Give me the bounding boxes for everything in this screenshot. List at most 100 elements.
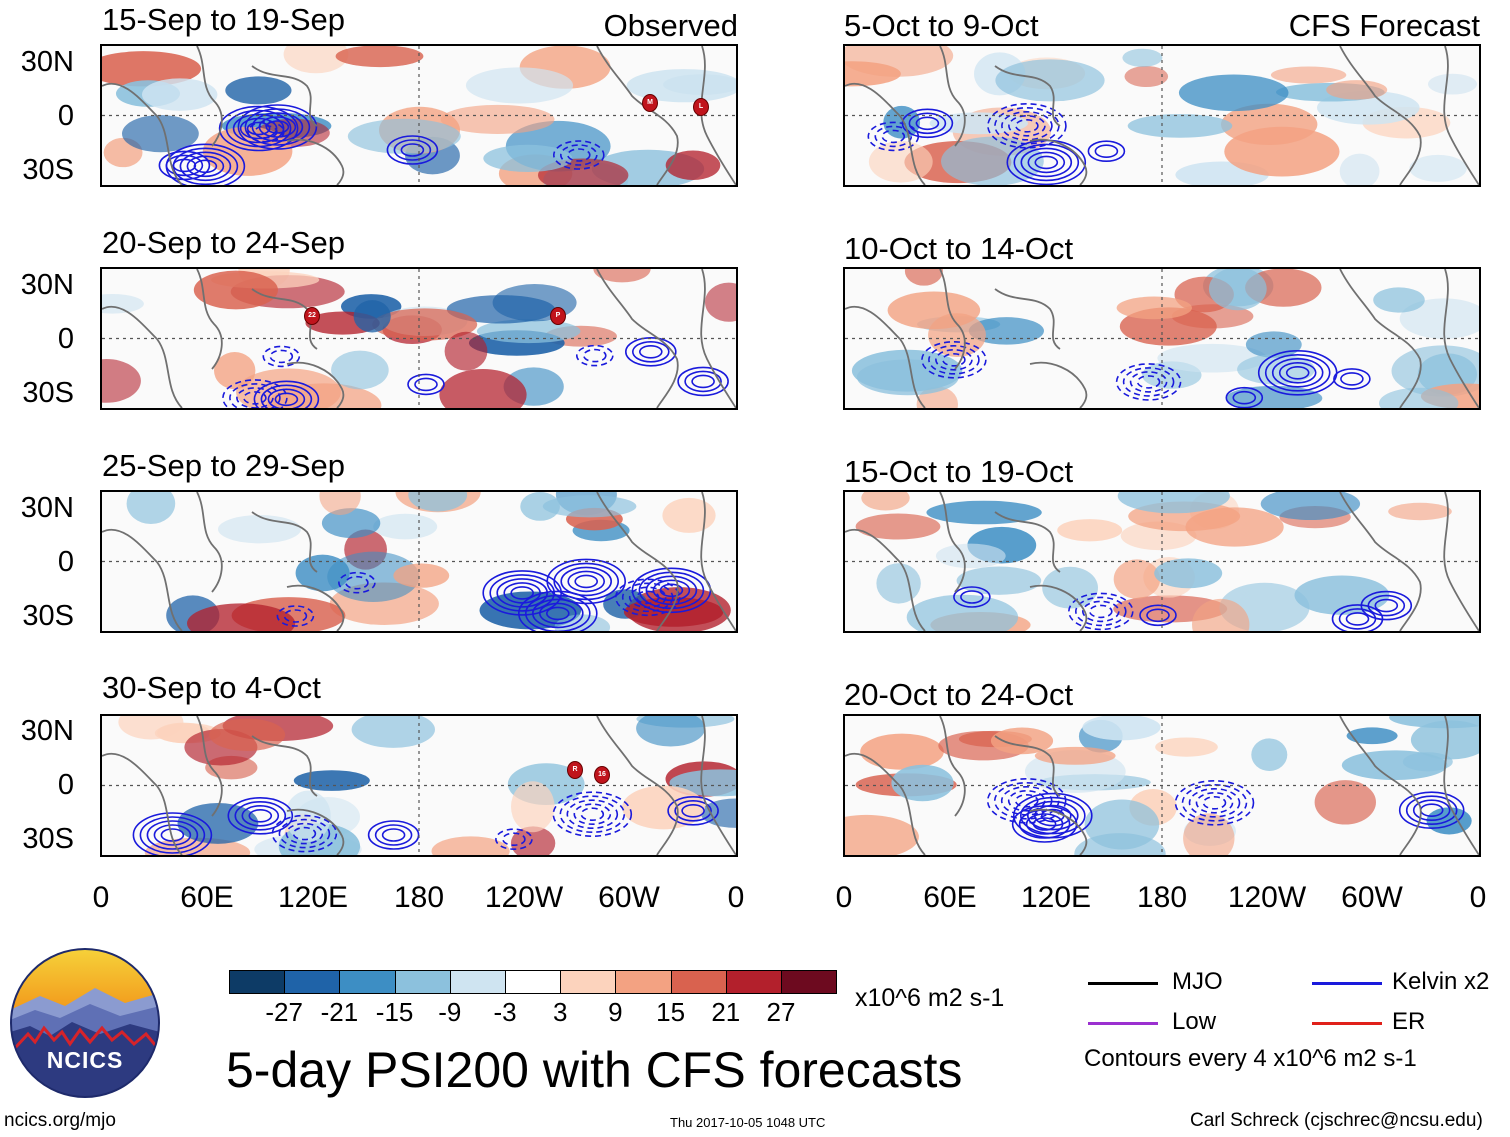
kelvin-contour	[559, 144, 598, 166]
kelvin-contour	[546, 558, 627, 605]
kelvin-contour	[1015, 119, 1039, 133]
coastline	[102, 529, 183, 631]
lat-label: 0	[57, 100, 74, 132]
coastline	[1443, 492, 1479, 631]
shading-blob	[1379, 387, 1459, 408]
kelvin-contour	[241, 805, 280, 827]
logo-text: NCICS	[46, 1047, 124, 1073]
colorbar-units: x10^6 m2 s-1	[855, 984, 1005, 1012]
shading-blob	[444, 331, 488, 371]
kelvin-contour	[1068, 592, 1134, 631]
shading-blob	[102, 51, 202, 87]
shading-blob	[295, 554, 350, 592]
kelvin-contour	[1232, 390, 1257, 405]
coastline	[845, 753, 926, 855]
kelvin-contour	[1094, 144, 1119, 158]
shading-blob	[1251, 738, 1288, 771]
low-line-icon	[1088, 1022, 1158, 1025]
colorbar-label: 3	[552, 997, 568, 1027]
shading-blob	[1057, 519, 1123, 542]
kelvin-contour	[269, 349, 294, 364]
kelvin-contour	[1257, 350, 1338, 396]
coastline	[700, 46, 736, 185]
kelvin-contour	[1122, 367, 1175, 397]
legend-kelvin: Kelvin x2	[1392, 968, 1490, 995]
shading-blob	[122, 114, 199, 153]
coastline	[286, 584, 345, 631]
kelvin-contour	[1007, 790, 1046, 812]
lon-label: 0	[1469, 881, 1487, 914]
shading-blob	[372, 308, 478, 341]
colorbar-swatch	[449, 970, 506, 994]
colorbar-label: -15	[375, 997, 414, 1027]
shading-blob	[1185, 507, 1284, 547]
kelvin-contour	[1027, 800, 1079, 831]
kelvin-contour	[158, 150, 211, 181]
kelvin-contour	[243, 391, 267, 405]
coastline	[700, 716, 736, 855]
kelvin-contour	[667, 796, 719, 826]
coastline	[596, 492, 679, 631]
colorbar-swatch	[339, 970, 396, 994]
kelvin-contour	[553, 562, 620, 601]
shading-blob	[476, 319, 581, 344]
panel-title: 15-Oct to 19-Oct	[844, 454, 1074, 489]
colorbar-label: 21	[711, 997, 741, 1027]
kelvin-contour	[246, 121, 271, 136]
kelvin-contour	[1398, 791, 1465, 829]
kelvin-contour	[1374, 598, 1399, 613]
kelvin-contour	[381, 828, 406, 842]
shading-blob	[868, 140, 933, 183]
kelvin-contour	[1034, 155, 1059, 170]
kelvin-contour	[229, 383, 281, 408]
kelvin-contour	[236, 387, 274, 408]
shading-blob	[929, 112, 1028, 135]
kelvin-contour	[489, 574, 556, 612]
coastline	[102, 306, 183, 408]
kelvin-contour	[227, 797, 294, 835]
lon-label: 180	[1136, 881, 1188, 914]
lat-label: 30S	[22, 823, 74, 855]
coastline	[102, 83, 183, 185]
kelvin-contour	[681, 804, 705, 818]
lat-label: 0	[57, 546, 74, 578]
kelvin-contour	[1278, 362, 1317, 384]
coastline	[939, 46, 966, 147]
map-field	[102, 492, 736, 631]
shading-blob	[1155, 737, 1218, 757]
shading-blob	[1082, 716, 1161, 741]
coastline	[994, 288, 1061, 350]
observed-label: Observed	[603, 8, 738, 43]
map-panel	[843, 714, 1481, 857]
panel-title: 20-Oct to 24-Oct	[844, 677, 1074, 712]
lat-label: 0	[57, 769, 74, 801]
coastline	[596, 46, 679, 185]
kelvin-contour	[278, 818, 331, 849]
lat-label: 30S	[22, 377, 74, 409]
panel-title: 30-Sep to 4-Oct	[102, 670, 321, 705]
shading-blob	[941, 136, 1044, 185]
shading-blob	[225, 76, 292, 105]
shading-blob	[1314, 780, 1376, 825]
coastline	[994, 735, 1061, 797]
kelvin-contour	[1333, 368, 1371, 390]
shading-blob	[995, 59, 1105, 102]
kelvin-contour	[942, 353, 966, 367]
storm-marker: 16	[594, 766, 610, 784]
lon-label: 180	[393, 881, 445, 914]
shading-blob	[440, 104, 555, 134]
shading-blob	[1428, 73, 1477, 95]
lon-label: 120E	[277, 881, 349, 914]
kelvin-contour	[345, 575, 369, 590]
kelvin-contour	[251, 112, 304, 142]
lon-label: 0	[727, 881, 745, 914]
shading-blob	[1270, 66, 1347, 84]
lon-label: 60W	[598, 881, 660, 914]
ncics-logo-icon	[10, 948, 160, 1098]
coastline	[102, 753, 183, 855]
map-panel: R 16	[100, 714, 738, 857]
coastline	[1029, 361, 1088, 408]
shading-blob	[855, 513, 941, 540]
shading-blob	[431, 836, 510, 855]
coastline	[196, 269, 223, 370]
